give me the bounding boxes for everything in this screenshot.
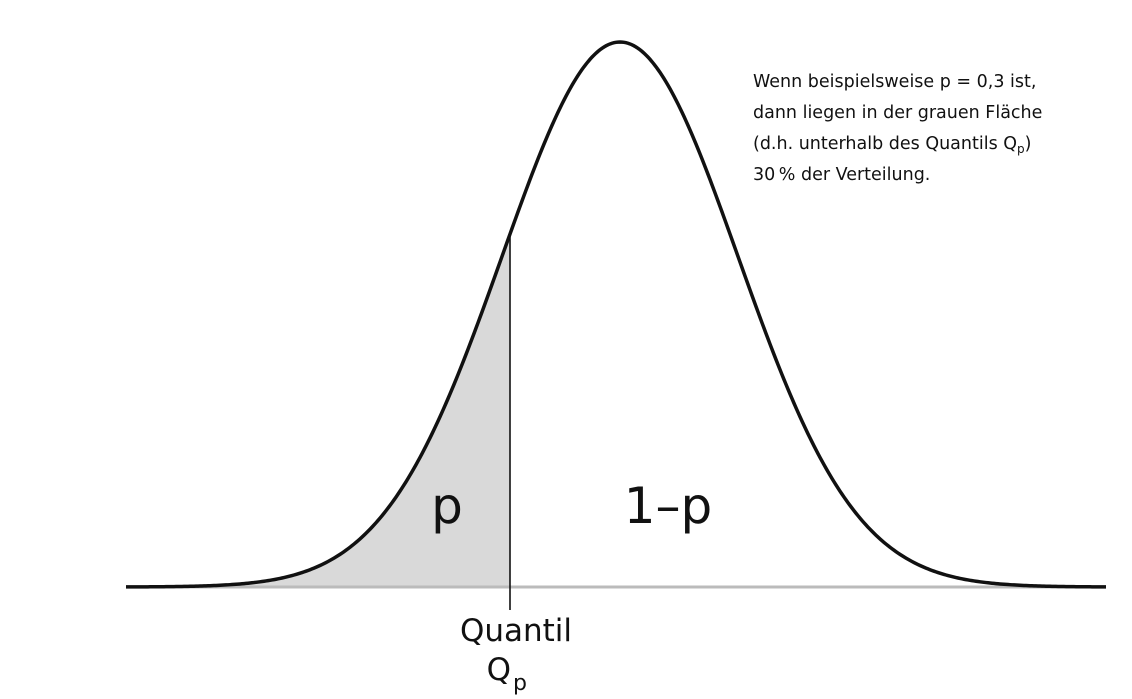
note-line-3-close: ) [1024,134,1032,154]
quantile-symbol: Q [487,652,511,688]
note-line-3: (d.h. unterhalb des Quantils Qp) [753,129,1123,160]
note-line-2: dann liegen in der grauen Fläche [753,103,1043,123]
shaded-area-below-quantile [126,234,510,587]
density-curve [126,40,1107,589]
note-line-4: 30 % der Verteilung. [753,165,931,185]
quantile-label: Quantil [460,613,572,649]
quantile-subscript: p [513,671,527,696]
area-label-p: p [431,477,463,535]
area-label-one-minus-p: 1–p [624,477,713,535]
note-line-3-text: (d.h. unterhalb des Quantils Q [753,134,1018,154]
explanation-note: Wenn beispielsweise p = 0,3 ist, dann li… [753,67,1123,191]
note-line-1: Wenn beispielsweise p = 0,3 ist, [753,72,1037,92]
note-line-3-subscript: p [1017,142,1025,156]
